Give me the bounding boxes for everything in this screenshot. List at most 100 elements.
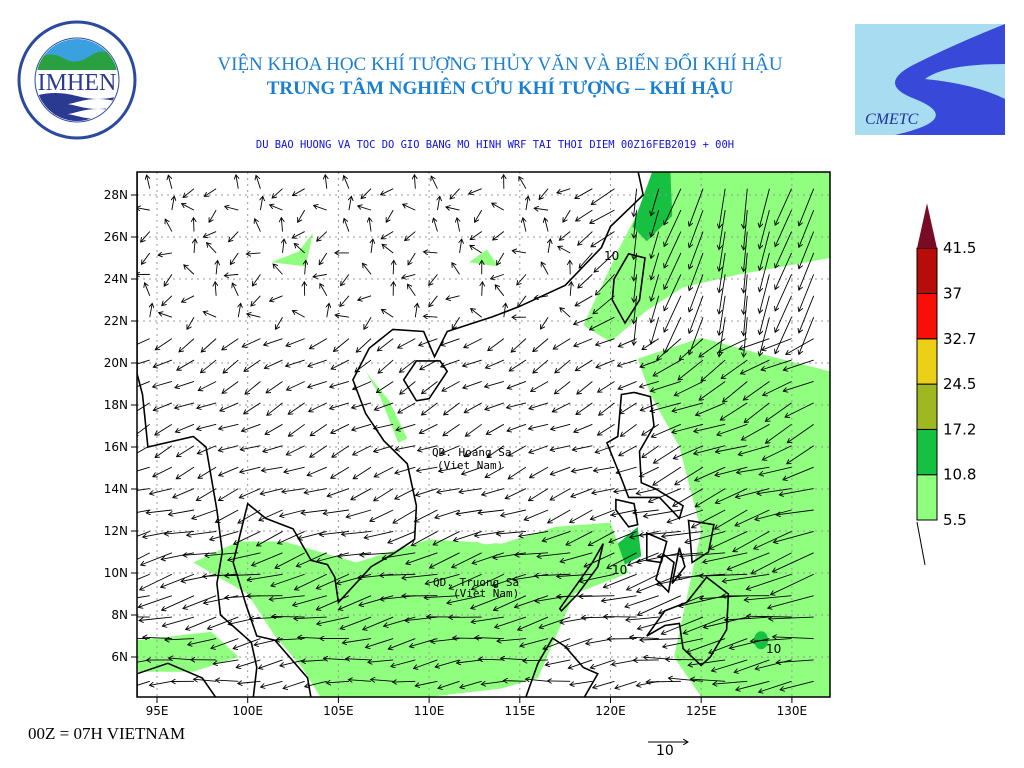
institute-title: VIỆN KHOA HỌC KHÍ TƯỢNG THỦY VĂN VÀ BIẾN…: [217, 54, 783, 75]
wind-vector: [327, 488, 350, 497]
wind-vector: [395, 445, 416, 450]
wind-vector: [626, 616, 659, 620]
wind-vector: [773, 530, 814, 542]
wind-vector: [518, 616, 549, 630]
wind-vector: [363, 616, 394, 630]
wind-vector: [529, 423, 549, 429]
wind-vector: [591, 231, 615, 247]
wind-vector: [433, 531, 460, 544]
wind-vector: [406, 552, 438, 564]
wind-vector: [572, 445, 593, 450]
wind-vector: [651, 231, 660, 259]
wind-vector: [664, 274, 682, 310]
wind-vector: [225, 574, 261, 576]
wind-vector: [472, 552, 504, 564]
wind-vector: [150, 680, 172, 685]
wind-vector: [183, 553, 217, 555]
wind-vector: [395, 466, 416, 473]
wind-vector: [419, 338, 438, 346]
wind-vector: [650, 381, 682, 391]
wind-vector: [305, 260, 306, 275]
wind-vector: [316, 573, 350, 588]
wind-vector: [348, 680, 372, 682]
wind-vector: [224, 274, 239, 275]
wind-vector: [259, 659, 283, 668]
wind-vector: [459, 488, 482, 493]
wind-vector: [491, 273, 504, 279]
wind-vector: [779, 488, 814, 495]
wind-vector: [295, 573, 327, 589]
wind-vector: [137, 530, 150, 537]
wind-vector: [203, 574, 239, 576]
wind-vector: [654, 445, 682, 463]
wind-vector: [487, 445, 505, 458]
wind-vector: [590, 316, 615, 330]
wind-vector: [492, 573, 527, 586]
wind-vector: [218, 445, 239, 451]
wind-vector: [242, 423, 261, 431]
lon-tick-label: 95E: [146, 704, 169, 718]
wind-vector: [759, 466, 792, 475]
wind-vector: [145, 283, 151, 296]
wind-vector: [653, 359, 682, 376]
wind-vector: [565, 638, 593, 648]
wind-vector: [137, 573, 150, 580]
wind-vector: [340, 616, 372, 629]
wind-vector: [651, 274, 660, 301]
wind-vector: [582, 617, 615, 618]
wind-vector: [661, 616, 704, 634]
wind-vector: [634, 317, 638, 345]
wind-vector: [493, 231, 505, 240]
wind-vector: [719, 252, 726, 293]
wind-vector: [414, 175, 415, 189]
wind-vector: [198, 381, 217, 390]
wind-vector: [550, 466, 571, 474]
wind-vector: [380, 574, 416, 575]
wind-vector: [220, 402, 239, 411]
wind-vector: [275, 552, 305, 568]
wind-vector: [446, 295, 460, 299]
wind-vector: [634, 188, 638, 217]
wind-vector: [555, 359, 571, 373]
wind-vector: [570, 509, 593, 523]
wind-vector: [342, 530, 372, 534]
wind-vector: [374, 423, 394, 428]
wind-vector: [366, 638, 394, 648]
wind-vector: [338, 552, 372, 557]
wind-vector: [323, 509, 349, 514]
wind-vector: [260, 488, 283, 495]
coastline: [137, 172, 645, 697]
wind-vector: [317, 231, 328, 242]
wind-vector: [349, 196, 351, 211]
lat-tick-label: 6N: [111, 650, 128, 664]
wind-vector: [692, 509, 726, 528]
wind-vector: [342, 638, 372, 643]
wind-vector: [744, 402, 770, 423]
wind-vector: [533, 359, 549, 373]
wind-vector: [636, 488, 659, 494]
lon-tick-label: 100E: [232, 704, 263, 718]
wind-vector: [433, 218, 438, 232]
wind-vector: [276, 316, 283, 329]
wind-vector: [198, 466, 217, 478]
wind-vector: [326, 681, 349, 683]
wind-vector: [755, 659, 792, 669]
wind-vector: [197, 402, 217, 408]
wind-vector: [584, 552, 615, 567]
wind-vector: [769, 617, 814, 619]
wind-vector: [261, 680, 283, 687]
wind-vector: [607, 552, 637, 568]
wind-vector: [557, 596, 593, 597]
wind-vector: [696, 402, 726, 415]
wind-vector: [162, 616, 195, 626]
wind-vector: [571, 488, 593, 497]
wind-vector: [425, 573, 460, 584]
wind-vector: [168, 175, 173, 189]
wind-vector: [517, 274, 527, 285]
wind-vector: [570, 680, 593, 684]
wind-vector: [625, 595, 659, 607]
wind-vector: [694, 445, 726, 454]
wind-vector: [751, 552, 792, 574]
wind-vector: [718, 338, 748, 353]
wind-vector: [150, 488, 172, 494]
